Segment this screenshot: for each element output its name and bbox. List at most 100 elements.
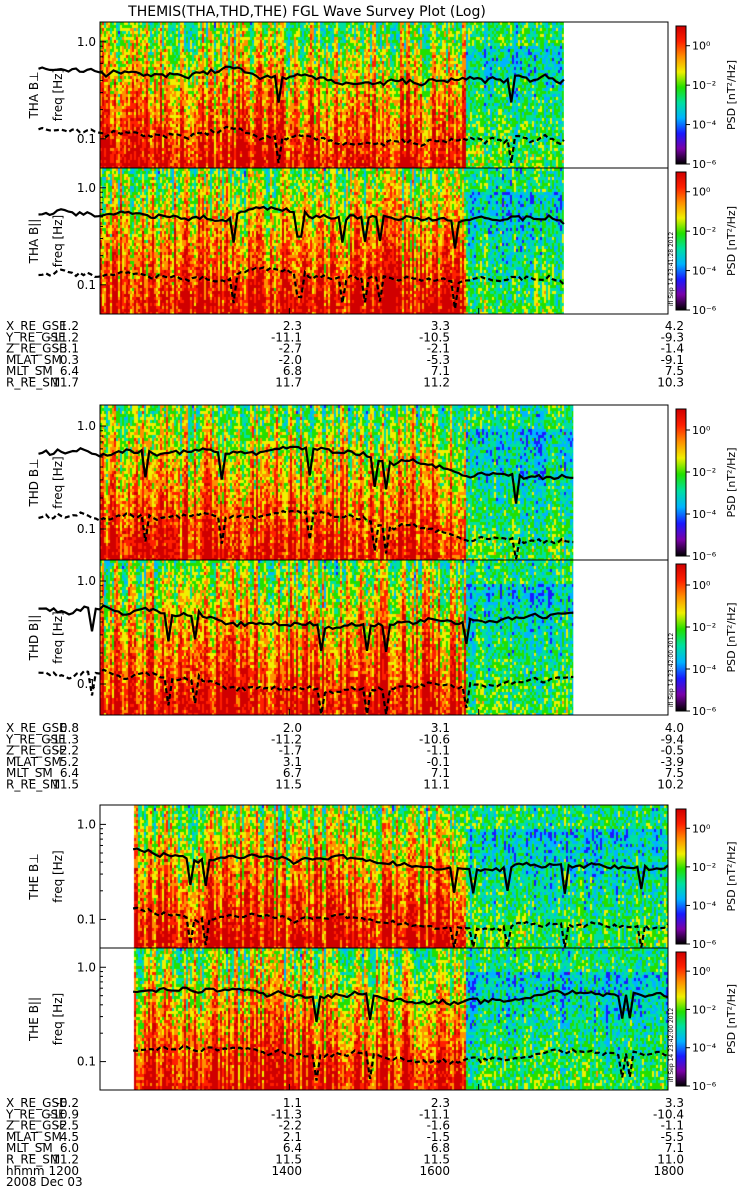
ephemeris-value: 0.8 (60, 721, 79, 735)
colorbar-tick-label: 10⁻² (692, 1003, 716, 1016)
ephemeris-value: -10.4 (653, 1107, 684, 1121)
ephemeris-value: -1.1 (661, 1119, 684, 1133)
ephemeris-value: 3.3 (665, 1096, 684, 1110)
y-tick-label: 1.0 (77, 960, 96, 974)
ephemeris-label: R_RE_SM (6, 376, 60, 390)
ephemeris-label: R_RE_SM (6, 1153, 60, 1167)
colorbar-frame (675, 25, 687, 165)
half-gyro-frequency-line (132, 906, 669, 948)
y-tick-label: 1.0 (77, 419, 96, 433)
ephemeris-value: -1.1 (427, 744, 450, 758)
ephemeris-value: 11.5 (52, 778, 79, 792)
colorbar-label: PSD [nT²/Hz] (725, 206, 738, 276)
ephemeris-value: 11.1 (423, 778, 450, 792)
ephemeris-label: MLT_SM (6, 364, 53, 378)
ephemeris-label: R_RE_SM (6, 778, 60, 792)
panel-bperp: 1.0 0.1 THE B⊥ freq [Hz] 10⁰ 10⁻² 10⁻⁴ 10⁻⁶ PSD … (27, 804, 738, 951)
colorbar (676, 809, 686, 944)
ephemeris-value: 0.3 (60, 353, 79, 367)
ephemeris-table: X_RE_GSE-0.2 1.1 2.3 3.3Y_RE_GSE-10.9 -11.3-… (5, 1096, 684, 1189)
gyro-frequency-line (38, 65, 565, 103)
panel-ylabel: THE B⊥ (27, 853, 41, 900)
ephemeris-value: -2.2 (279, 1119, 302, 1133)
colorbar-tick-label: 10⁻² (692, 466, 716, 479)
panel-ylabel: THD B|| (27, 615, 41, 662)
ephemeris-value: -1.4 (661, 342, 684, 356)
ephemeris-value: 7.5 (665, 364, 684, 378)
y-tick-label: 1.0 (77, 574, 96, 588)
half-gyro-frequency-line (38, 125, 565, 164)
colorbar-tick-label: 10⁻² (692, 861, 716, 874)
ephemeris-value: -5.3 (427, 353, 450, 367)
colorbar-frame (675, 408, 687, 557)
ephemeris-label: Z_RE_GSE (6, 342, 67, 356)
colorbar (676, 26, 686, 164)
panel-frame (99, 167, 669, 315)
ephemeris-label: MLT_SM (6, 766, 53, 780)
colorbar-tick-label: 10⁻⁶ (692, 1080, 717, 1093)
ephemeris-value: 11.2 (423, 376, 450, 390)
ephemeris-label: MLAT_SM (6, 755, 62, 769)
ephemeris-value: 6.8 (283, 364, 302, 378)
colorbar-tick-label: 10⁰ (692, 40, 711, 53)
ephemeris-value: -2.0 (279, 353, 302, 367)
colorbar-tick-label: 10⁻⁴ (692, 508, 717, 521)
y-tick-label: 0.1 (77, 132, 96, 146)
ephemeris-value: 7.1 (665, 1141, 684, 1155)
colorbar-tick-label: 10⁻⁶ (692, 550, 717, 563)
spectrogram-image (100, 805, 668, 948)
ephemeris-value: 7.1 (431, 364, 450, 378)
freq-axis-label: freq [Hz] (51, 993, 65, 1045)
ephemeris-value: 2.0 (283, 721, 302, 735)
ephemeris-value: 4.5 (60, 1130, 79, 1144)
y-tick-label: 0.1 (77, 1055, 96, 1069)
y-tick-label: 0.1 (77, 677, 96, 691)
ephemeris-value: 7.5 (665, 766, 684, 780)
colorbar-tick-label: 10⁻⁴ (692, 663, 717, 676)
ephemeris-value: 11.5 (423, 1153, 450, 1167)
colorbar-label: PSD [nT²/Hz] (725, 447, 738, 517)
ephemeris-value: 2.1 (283, 1130, 302, 1144)
ephemeris-value: -0.2 (56, 1096, 79, 1110)
ephemeris-value: 1600 (419, 1164, 450, 1178)
no-data-region (573, 560, 668, 715)
ephemeris-value: 6.4 (283, 1141, 302, 1155)
no-data-region (563, 168, 668, 314)
freq-axis-label: freq [Hz] (51, 215, 65, 267)
colorbar-frame (675, 171, 687, 311)
ephemeris-value: -0.5 (661, 744, 684, 758)
gyro-frequency-line (38, 205, 565, 249)
panel-bperp: 1.0 0.1 THA B⊥ freq [Hz] 10⁰ 10⁻² 10⁻⁴ 10⁻⁶ PSD … (27, 21, 738, 171)
y-tick-label: 0.1 (77, 912, 96, 926)
ephemeris-value: -10.6 (419, 732, 450, 746)
y-tick-label: 0.1 (77, 522, 96, 536)
ephemeris-value: 3.1 (283, 755, 302, 769)
ephemeris-value: -9.3 (661, 330, 684, 344)
ephemeris-value: -11.2 (271, 732, 302, 746)
probe-group-the: 1.0 0.1 THE B⊥ freq [Hz] 10⁰ 10⁻² 10⁻⁴ 10⁻⁶ PSD … (5, 804, 738, 1189)
date-label: 2008 Dec 03 (6, 1175, 83, 1189)
gyro-frequency-line (132, 847, 669, 894)
ephemeris-label: MLAT_SM (6, 353, 62, 367)
ephemeris-value: 11.5 (275, 778, 302, 792)
colorbar-tick-label: 10⁻⁶ (692, 938, 717, 951)
ephemeris-value: 2.3 (431, 1096, 450, 1110)
ephemeris-value: -9.1 (661, 353, 684, 367)
ephemeris-label: Y_RE_GSE (5, 732, 66, 746)
ephemeris-label: Z_RE_GSE (6, 744, 67, 758)
ephemeris-value: -1.6 (427, 1119, 450, 1133)
colorbar (676, 172, 686, 310)
gyro-frequency-line (133, 986, 669, 1022)
colorbar-tick-label: 10⁻² (692, 79, 716, 92)
ephemeris-label: MLT_SM (6, 1141, 53, 1155)
colorbar-tick-label: 10⁻⁶ (692, 304, 717, 317)
y-tick-label: 1.0 (77, 817, 96, 831)
ephemeris-value: 11.2 (52, 1153, 79, 1167)
ephemeris-label: X_RE_GSE (6, 1096, 67, 1110)
ephemeris-value: -2.1 (427, 342, 450, 356)
ephemeris-value: -9.4 (661, 732, 684, 746)
ephemeris-label: X_RE_GSE (6, 319, 67, 333)
no-data-region (563, 22, 668, 168)
y-tick-label: 0.1 (77, 278, 96, 292)
